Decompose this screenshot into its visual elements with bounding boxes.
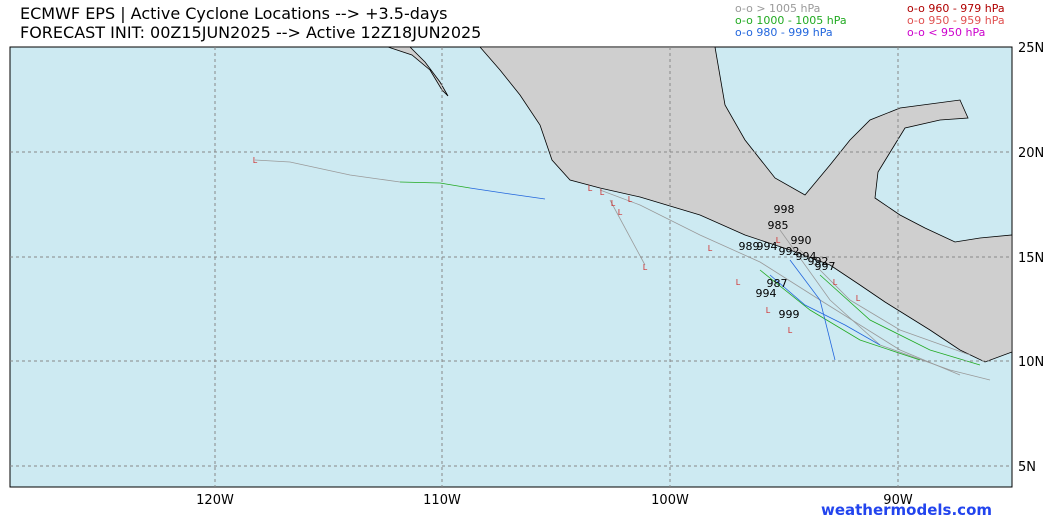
storm-marker: L	[643, 263, 648, 272]
pressure-label: 994	[756, 287, 777, 300]
legend-entry: o-o 950 - 959 hPa	[907, 14, 1005, 27]
lon-label: 100W	[651, 493, 689, 508]
legend-entry: o-o 980 - 999 hPa	[735, 26, 833, 39]
lat-label: 5N	[1018, 460, 1036, 475]
pressure-label: 992	[808, 255, 829, 268]
storm-marker: L	[856, 294, 861, 303]
storm-marker: L	[766, 306, 771, 315]
lat-label: 20N	[1018, 146, 1044, 161]
legend-entry: o-o > 1005 hPa	[735, 2, 821, 15]
lat-label: 25N	[1018, 41, 1044, 56]
title: ECMWF EPS | Active Cyclone Locations -->…	[20, 4, 448, 23]
pressure-label: 987	[767, 277, 788, 290]
storm-marker: L	[600, 188, 605, 197]
credit: weathermodels.com	[820, 501, 992, 519]
legend-entry: o-o 960 - 979 hPa	[907, 2, 1005, 15]
lon-label: 120W	[196, 493, 234, 508]
land	[387, 46, 449, 97]
pressure-label: 999	[779, 308, 800, 321]
pressure-label: 992	[779, 245, 800, 258]
subtitle: FORECAST INIT: 00Z15JUN2025 --> Active 1…	[20, 23, 482, 42]
lat-label: 15N	[1018, 251, 1044, 266]
lat-label: 10N	[1018, 355, 1044, 370]
storm-marker: L	[618, 208, 623, 217]
storm-marker: L	[833, 278, 838, 287]
pressure-label: 994	[796, 250, 817, 263]
storm-marker: L	[628, 195, 633, 204]
pressure-label: 989	[739, 240, 760, 253]
storm-marker: L	[776, 236, 781, 245]
legend-entry: o-o < 950 hPa	[907, 26, 986, 39]
land	[479, 46, 1013, 363]
storm-marker: L	[708, 244, 713, 253]
pressure-label: 994	[757, 240, 778, 253]
storm-marker: L	[253, 156, 258, 165]
pressure-label: 997	[815, 260, 836, 273]
storm-marker: L	[736, 278, 741, 287]
pressure-label: 985	[768, 219, 789, 232]
tracks	[254, 159, 991, 381]
pressure-label: 998	[774, 203, 795, 216]
lon-label: 110W	[423, 493, 461, 508]
lon-label: 90W	[883, 493, 913, 508]
legend-entry: o-o 1000 - 1005 hPa	[735, 14, 847, 27]
storm-marker: L	[588, 184, 593, 193]
storm-marker: L	[611, 199, 616, 208]
storm-marker: L	[788, 326, 793, 335]
pressure-label: 990	[791, 234, 812, 247]
